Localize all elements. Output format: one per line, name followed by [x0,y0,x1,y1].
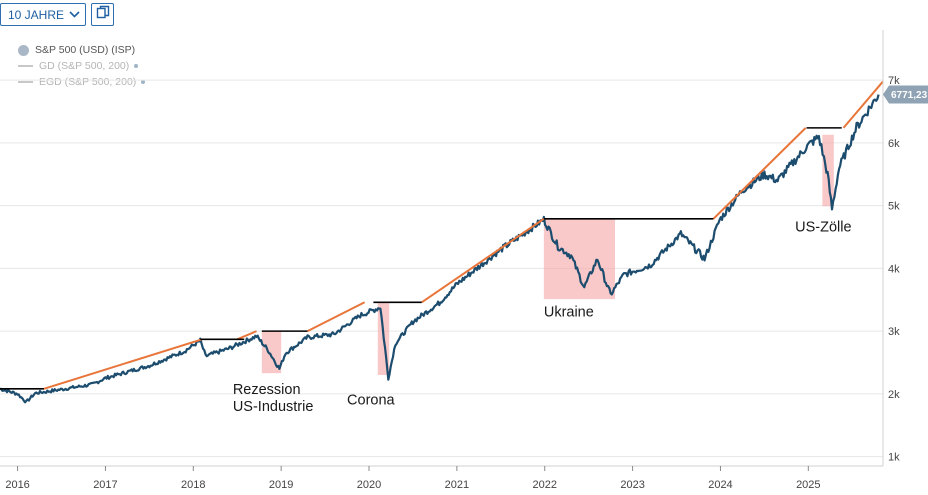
y-tick-label: 7k [888,75,900,87]
period-label: 10 JAHRE [8,7,65,22]
chevron-down-icon [69,9,80,21]
legend-line-icon [18,81,33,83]
drawdown-box [822,134,834,207]
legend: S&P 500 (USD) (ISP) GD (S&P 500, 200) EG… [18,42,146,90]
period-select[interactable]: 10 JAHRE [0,3,86,26]
trend-line [43,338,203,390]
series-line-sp500[interactable] [0,94,880,404]
annotation-label: Corona [347,393,395,409]
y-tick-label: 2k [888,389,900,401]
drawdown-box [543,218,616,300]
x-tick-label: 2017 [93,479,117,491]
trend-line [307,301,366,333]
legend-item-gd[interactable]: GD (S&P 500, 200) [18,58,145,74]
trend-line [842,80,884,129]
legend-item-egd[interactable]: EGD (S&P 500, 200) [18,74,146,90]
y-tick-label: 4k [888,263,900,275]
legend-dot-icon [18,44,29,56]
x-tick-label: 2021 [445,479,469,491]
legend-dot-icon [134,64,139,68]
drawdown-boxes [261,134,834,376]
x-tick-label: 2019 [269,479,293,491]
copy-icon [96,5,110,24]
y-tick-label: 1k [888,452,900,464]
last-price-label: 6771,23 [891,90,928,101]
last-price-badge [883,85,928,104]
axes: 1k 2k 3k 4k 5k 6k 7k 2016 2017 2018 2019 2020 2021 20… [0,30,900,491]
x-tick-label: 2025 [796,479,820,491]
plateau-lines [0,127,842,390]
copy-button[interactable] [91,3,114,26]
annotation-label: US-Zölle [795,219,851,235]
legend-label-main: S&P 500 (USD) (ISP) [35,44,136,56]
trend-line [712,127,807,220]
x-tick-label: 2018 [181,479,205,491]
x-tick-label: 2016 [5,479,29,491]
legend-item-main[interactable]: S&P 500 (USD) (ISP) [18,42,145,58]
y-tick-label: 5k [888,201,900,213]
annotation-label: Rezession [233,382,301,398]
legend-label-egd: EGD (S&P 500, 200) [39,76,137,88]
legend-label-gd: GD (S&P 500, 200) [39,60,130,72]
trend-line [421,218,545,304]
y-tick-label: 6k [888,138,900,150]
trend-lines [43,80,884,390]
x-tick-label: 2023 [620,479,644,491]
y-tick-label: 3k [888,326,900,338]
x-tick-label: 2024 [708,479,732,491]
drawdown-box [261,331,282,374]
legend-dot-icon [141,80,146,84]
legend-line-icon [18,65,33,67]
annotation-label: Ukraine [544,305,594,321]
x-tick-label: 2022 [532,479,556,491]
trend-line [236,330,257,341]
price-badge: 6771,23 [883,85,928,104]
annotation-label: US-Industrie [233,399,314,415]
price-series [0,94,880,404]
x-tick-label: 2020 [357,479,381,491]
grid-lines [0,79,883,458]
